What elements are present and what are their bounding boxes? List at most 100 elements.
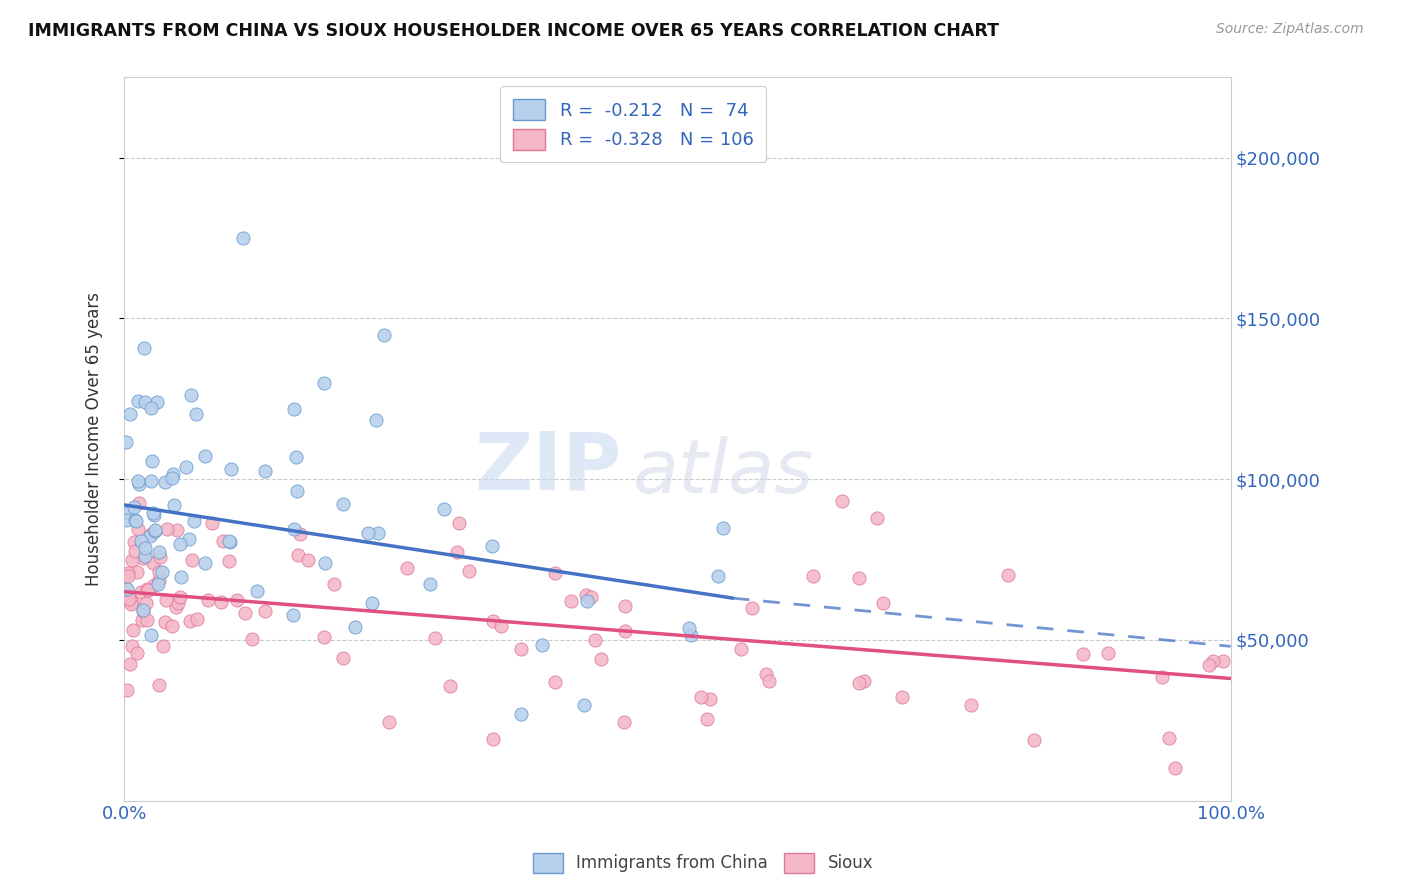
Point bbox=[136, 582, 159, 596]
Point bbox=[153, 475, 176, 489]
Point bbox=[143, 508, 166, 522]
Point bbox=[141, 454, 163, 468]
Point bbox=[117, 569, 139, 583]
Point bbox=[143, 524, 166, 538]
Point bbox=[510, 706, 533, 721]
Point bbox=[170, 569, 193, 583]
Point bbox=[139, 526, 162, 541]
Point bbox=[449, 516, 471, 531]
Point bbox=[575, 594, 598, 608]
Point bbox=[127, 394, 149, 409]
Point bbox=[114, 582, 136, 596]
Point bbox=[481, 732, 503, 747]
Point bbox=[132, 604, 155, 618]
Point bbox=[127, 474, 149, 488]
Point bbox=[125, 514, 148, 528]
Point bbox=[212, 533, 235, 548]
Point bbox=[219, 535, 242, 549]
Point bbox=[491, 619, 513, 633]
Point bbox=[127, 646, 149, 660]
Point bbox=[141, 401, 163, 416]
Point bbox=[581, 591, 603, 605]
Point bbox=[131, 613, 153, 627]
Point bbox=[183, 514, 205, 528]
Point bbox=[419, 577, 441, 591]
Point bbox=[197, 592, 219, 607]
Point bbox=[446, 545, 468, 559]
Point bbox=[135, 613, 157, 627]
Point bbox=[166, 523, 188, 537]
Point bbox=[1198, 658, 1220, 673]
Point bbox=[127, 522, 149, 536]
Point bbox=[186, 407, 208, 421]
Point bbox=[1212, 654, 1234, 668]
Point bbox=[153, 615, 176, 629]
Point bbox=[711, 521, 734, 535]
Point bbox=[755, 666, 778, 681]
Point bbox=[690, 690, 713, 704]
Point bbox=[544, 566, 567, 580]
Point bbox=[1159, 731, 1181, 745]
Point bbox=[457, 564, 479, 578]
Point bbox=[115, 435, 138, 450]
Point bbox=[117, 506, 139, 520]
Point bbox=[180, 388, 202, 402]
Y-axis label: Householder Income Over 65 years: Householder Income Over 65 years bbox=[86, 292, 103, 586]
Point bbox=[117, 582, 139, 596]
Point bbox=[240, 632, 263, 646]
Point bbox=[678, 621, 700, 635]
Point bbox=[423, 631, 446, 645]
Point bbox=[1022, 733, 1045, 747]
Point bbox=[209, 595, 232, 609]
Point bbox=[149, 549, 172, 564]
Point bbox=[134, 341, 156, 355]
Point bbox=[165, 600, 187, 615]
Point bbox=[142, 557, 165, 571]
Point bbox=[155, 593, 177, 607]
Point bbox=[283, 522, 305, 536]
Point bbox=[852, 673, 875, 688]
Point bbox=[959, 698, 981, 712]
Point bbox=[530, 638, 553, 652]
Point bbox=[872, 596, 894, 610]
Point bbox=[433, 501, 456, 516]
Point bbox=[162, 467, 184, 481]
Point bbox=[253, 464, 276, 478]
Point bbox=[614, 599, 637, 613]
Point bbox=[706, 568, 728, 582]
Point bbox=[121, 639, 143, 653]
Point bbox=[378, 714, 401, 729]
Point bbox=[285, 450, 308, 464]
Point bbox=[801, 569, 824, 583]
Point bbox=[148, 678, 170, 692]
Point bbox=[162, 618, 184, 632]
Point bbox=[169, 537, 191, 551]
Point bbox=[361, 596, 384, 610]
Legend: R =  -0.212   N =  74, R =  -0.328   N = 106: R = -0.212 N = 74, R = -0.328 N = 106 bbox=[501, 87, 766, 162]
Point bbox=[364, 413, 387, 427]
Point bbox=[128, 476, 150, 491]
Point bbox=[848, 676, 870, 690]
Point bbox=[124, 513, 146, 527]
Point bbox=[181, 553, 204, 567]
Point bbox=[373, 327, 395, 342]
Point bbox=[148, 577, 170, 591]
Point bbox=[730, 642, 752, 657]
Point bbox=[613, 624, 636, 638]
Point bbox=[246, 583, 269, 598]
Point bbox=[396, 561, 419, 575]
Point bbox=[148, 565, 170, 579]
Point bbox=[125, 566, 148, 580]
Point bbox=[544, 675, 567, 690]
Point bbox=[148, 545, 170, 559]
Point bbox=[152, 639, 174, 653]
Point bbox=[135, 596, 157, 610]
Point bbox=[120, 657, 142, 672]
Point bbox=[138, 529, 160, 543]
Point bbox=[848, 571, 870, 585]
Point bbox=[741, 601, 763, 615]
Point bbox=[699, 692, 721, 706]
Point bbox=[131, 551, 153, 566]
Point bbox=[218, 534, 240, 549]
Point bbox=[194, 556, 217, 570]
